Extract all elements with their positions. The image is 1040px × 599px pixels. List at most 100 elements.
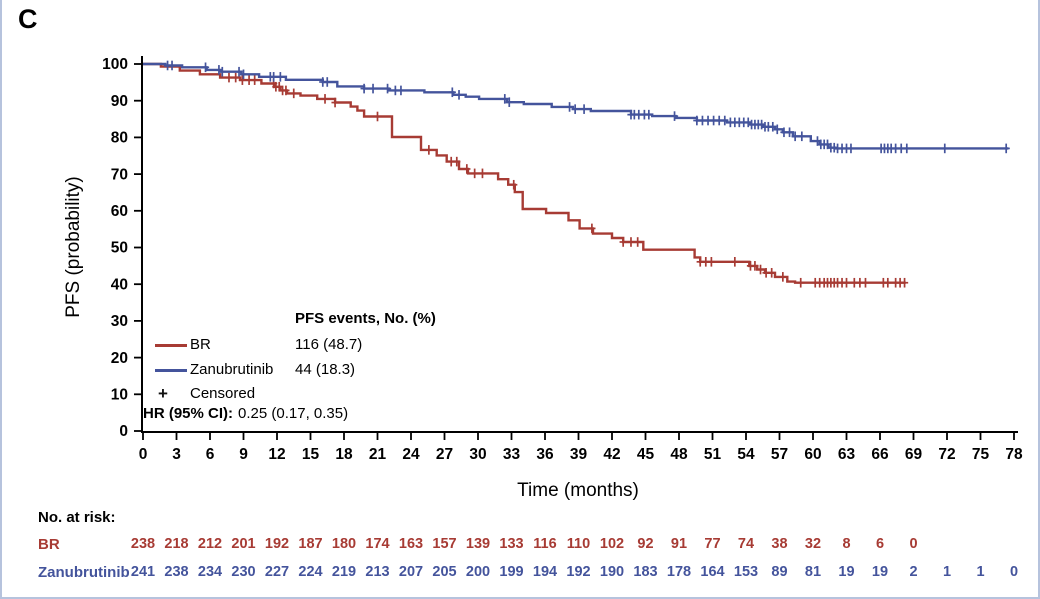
y-tick-label: 20 [111,350,128,367]
x-tick-label: 57 [771,446,788,463]
at-risk-value: 238 [164,564,189,580]
at-risk-value: 199 [499,564,524,580]
at-risk-value: 192 [566,564,591,580]
at-risk-value: 187 [298,536,323,552]
legend-label-censored: Censored [190,385,256,402]
at-risk-value: 194 [532,564,558,580]
legend-row-censored: + Censored [0,384,520,405]
x-tick-label: 75 [972,446,990,463]
at-risk-value: 6 [875,536,885,552]
at-risk-value: 89 [771,564,788,580]
x-tick-label: 39 [570,446,588,463]
at-risk-value: 219 [331,564,357,580]
figure-border-left [0,0,2,599]
at-risk-value: 19 [838,564,855,580]
axes: 0 10 20 30 40 50 60 70 80 90 100 0 3 6 9 12 15 18 21 24 27 30… [102,56,1023,463]
x-tick-label: 27 [436,446,453,463]
x-tick-label: 48 [670,446,688,463]
legend-label-br: BR [190,336,211,353]
at-risk-value: 1 [942,564,952,580]
x-tick-label: 18 [335,446,353,463]
x-tick-label: 63 [838,446,856,463]
at-risk-value: 110 [566,536,591,552]
at-risk-value: 200 [465,564,491,580]
at-risk-value: 190 [599,564,625,580]
figure-border-right [1038,0,1040,599]
censored-plus-icon: + [158,384,168,403]
at-risk-value: 38 [771,536,788,552]
x-tick-label: 30 [469,446,486,463]
at-risk-value: 241 [130,564,156,580]
at-risk-value: 0 [909,536,918,552]
at-risk-value: 180 [331,536,357,552]
x-tick-label: 66 [871,446,889,463]
at-risk-value: 139 [465,536,491,552]
x-axis-title: Time (months) [517,480,639,501]
x-tick-label: 9 [239,446,248,463]
x-tick-label: 36 [536,446,554,463]
at-risk-value: 213 [365,564,390,580]
x-tick-label: 24 [402,446,420,463]
x-tick-label: 42 [603,446,620,463]
x-tick-label: 21 [369,446,387,463]
y-tick-label: 30 [111,313,128,330]
at-risk-value: 153 [733,564,759,580]
at-risk-value: 0 [1009,564,1019,580]
y-tick-label: 0 [119,423,128,440]
hazard-ratio-value: 0.25 (0.17, 0.35) [238,405,349,422]
y-tick-label: 90 [111,93,128,110]
series-zanubrutinib [143,60,1010,154]
x-tick-label: 6 [206,446,215,463]
series-br [143,62,909,288]
at-risk-value: 32 [804,536,822,552]
at-risk-value: 133 [499,536,524,552]
at-risk-value: 234 [197,564,223,580]
x-tick-label: 15 [302,446,320,463]
at-risk-value: 238 [130,536,156,552]
at-risk-value: 205 [432,564,457,580]
y-tick-label: 70 [111,166,128,183]
hazard-ratio-label: HR (95% CI): [143,405,234,422]
y-axis-title: PFS (probability) [63,176,84,318]
legend-row-br: BR 116 (48.7) [0,336,520,356]
figure-border-bottom [0,597,1040,599]
y-tick-label: 10 [111,387,128,404]
y-tick-label: 80 [111,130,128,147]
at-risk-value: 178 [666,564,692,580]
x-tick-label: 51 [704,446,722,463]
x-tick-label: 78 [1005,446,1023,463]
y-tick-label: 100 [102,56,128,73]
at-risk-value: 91 [670,536,688,552]
x-tick-label: 33 [503,446,521,463]
at-risk-value: 102 [599,536,625,552]
at-risk-value: 92 [637,536,654,552]
at-risk-value: 77 [704,536,721,552]
legend-events-header: PFS events, No. (%) [295,310,436,327]
at-risk-header: No. at risk: [38,509,116,526]
legend-value-zanubrutinib: 44 (18.3) [295,361,356,378]
km-curve [143,62,1009,150]
at-risk-value: 164 [700,564,725,580]
x-tick-label: 60 [804,446,821,463]
x-tick-label: 12 [268,446,285,463]
x-tick-label: 0 [139,446,148,463]
at-risk-value: 116 [533,536,557,552]
at-risk-value: 212 [197,536,223,552]
y-tick-label: 50 [111,240,128,257]
y-tick-label: 40 [111,276,128,293]
at-risk-value: 19 [871,564,889,580]
at-risk-value: 192 [264,536,290,552]
at-risk-value: 201 [231,536,256,552]
at-risk-value: 8 [842,536,851,552]
km-curve [143,62,906,284]
legend-value-br: 116 (48.7) [295,336,363,353]
legend-label-zanubrutinib: Zanubrutinib [190,361,274,378]
at-risk-value: 157 [432,536,457,552]
at-risk-value: 174 [365,536,390,552]
at-risk-row-label-zanubrutinib: Zanubrutinib [38,564,130,581]
panel-label: C [18,4,38,34]
at-risk-value: 183 [633,564,658,580]
at-risk-value: 224 [298,564,323,580]
